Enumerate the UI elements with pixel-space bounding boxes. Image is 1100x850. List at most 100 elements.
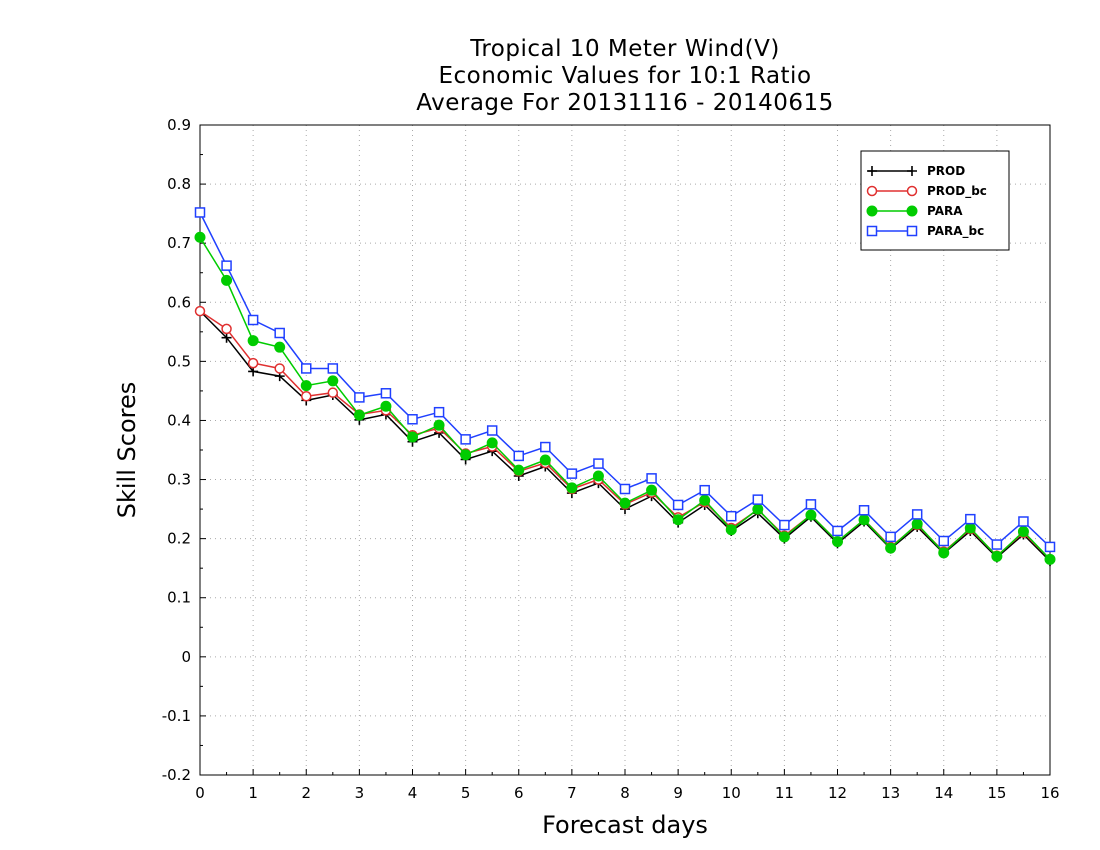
data-point-para-bc bbox=[354, 392, 365, 403]
data-point-para bbox=[513, 464, 525, 476]
data-point-para bbox=[221, 274, 233, 286]
data-point-para-bc bbox=[805, 499, 817, 510]
data-point-para-bc bbox=[486, 425, 498, 436]
data-point-para bbox=[327, 375, 339, 387]
x-tick-label: 1 bbox=[248, 784, 258, 802]
data-point-para-bc bbox=[301, 363, 312, 374]
y-tick-label: 0.6 bbox=[167, 293, 191, 311]
series-para bbox=[194, 231, 1056, 565]
legend: PROD PROD_bc PARA PARA_bc bbox=[860, 150, 1010, 251]
legend-marker-prod bbox=[907, 166, 917, 176]
data-point-para bbox=[486, 437, 498, 449]
data-point-para-bc bbox=[699, 484, 710, 496]
x-tick-label: 13 bbox=[881, 784, 900, 802]
data-point-para-bc bbox=[407, 414, 418, 425]
data-point-para-bc bbox=[513, 450, 524, 462]
data-point-para bbox=[752, 503, 764, 515]
data-point-para-bc bbox=[726, 510, 737, 522]
x-tick-label: 12 bbox=[828, 784, 847, 802]
legend-marker-para bbox=[866, 205, 878, 217]
data-point-para bbox=[1017, 526, 1029, 538]
y-tick-label: -0.2 bbox=[162, 766, 191, 784]
grid bbox=[200, 125, 1050, 775]
legend-marker-para-bc bbox=[866, 225, 878, 237]
legend-marker-prod-bc bbox=[906, 185, 918, 197]
data-point-prod-bc bbox=[247, 357, 259, 369]
data-point-para bbox=[539, 454, 551, 466]
data-point-para-bc bbox=[540, 441, 551, 453]
data-point-para-bc bbox=[646, 473, 657, 484]
x-tick-label: 3 bbox=[355, 784, 365, 802]
x-tick-label: 16 bbox=[1040, 784, 1059, 802]
chart-title-line-2: Economic Values for 10:1 Ratio bbox=[438, 63, 812, 89]
data-point-para-bc bbox=[965, 513, 976, 525]
data-point-para bbox=[619, 497, 631, 509]
data-point-para-bc bbox=[938, 535, 949, 547]
axis-ticks: 0 1 2 3 4 5 6 7 8 9 10 11 12 13 14 15 16-0.2-0.100.10.20… bbox=[162, 116, 1060, 802]
data-point-para-bc bbox=[885, 531, 896, 543]
data-point-para bbox=[725, 524, 737, 536]
data-point-para-bc bbox=[194, 207, 206, 218]
x-tick-label: 6 bbox=[514, 784, 524, 802]
data-point-para bbox=[194, 231, 206, 243]
y-tick-label: 0.4 bbox=[167, 411, 191, 429]
data-point-para bbox=[300, 380, 312, 392]
y-tick-label: 0 bbox=[181, 648, 191, 666]
legend-marker-para bbox=[906, 205, 918, 217]
data-point-para bbox=[646, 484, 658, 496]
legend-marker-prod-bc bbox=[866, 185, 878, 197]
data-point-para-bc bbox=[911, 509, 923, 520]
data-point-prod-bc bbox=[221, 323, 232, 335]
y-tick-label: 0.1 bbox=[167, 589, 191, 607]
legend-label-prod: PROD bbox=[927, 164, 965, 178]
data-point-para-bc bbox=[1044, 541, 1056, 553]
y-axis-label: Skill Scores bbox=[113, 382, 141, 519]
legend-marker-prod bbox=[867, 166, 877, 176]
x-tick-label: 8 bbox=[620, 784, 630, 802]
data-point-para-bc bbox=[566, 468, 578, 479]
data-point-para-bc bbox=[991, 539, 1003, 550]
x-tick-label: 11 bbox=[775, 784, 794, 802]
data-point-para bbox=[832, 536, 843, 548]
data-point-para-bc bbox=[779, 519, 790, 531]
y-tick-label: 0.9 bbox=[167, 116, 191, 134]
legend-box bbox=[860, 150, 1010, 251]
data-point-para-bc bbox=[221, 260, 232, 271]
data-point-para bbox=[991, 550, 1003, 562]
data-point-para bbox=[247, 335, 259, 347]
chart-title-line-1: Tropical 10 Meter Wind(V) bbox=[470, 36, 780, 62]
data-point-para bbox=[699, 494, 711, 506]
data-point-para-bc bbox=[672, 499, 684, 511]
data-point-para-bc bbox=[752, 494, 764, 505]
data-point-para-bc bbox=[593, 458, 604, 469]
data-point-para-bc bbox=[1018, 516, 1029, 527]
data-point-para bbox=[885, 542, 897, 554]
data-point-para bbox=[566, 482, 578, 494]
data-point-para-bc bbox=[858, 505, 870, 516]
x-axis-label: Forecast days bbox=[542, 811, 708, 839]
chart-title-line-3: Average For 20131116 - 20140615 bbox=[416, 90, 834, 116]
x-tick-label: 9 bbox=[673, 784, 683, 802]
legend-label-para: PARA bbox=[927, 204, 963, 218]
x-tick-label: 10 bbox=[722, 784, 741, 802]
legend-marker-para-bc bbox=[906, 225, 918, 237]
data-point-prod bbox=[221, 332, 232, 343]
y-tick-label: 0.8 bbox=[167, 175, 191, 193]
legend-label-prod-bc: PROD_bc bbox=[927, 184, 987, 199]
data-point-para bbox=[1044, 553, 1056, 565]
x-tick-label: 5 bbox=[461, 784, 471, 802]
data-point-para bbox=[964, 522, 976, 534]
data-point-para bbox=[911, 518, 923, 530]
data-point-para-bc bbox=[247, 314, 259, 326]
data-point-para bbox=[592, 470, 604, 482]
x-tick-label: 2 bbox=[301, 784, 311, 802]
y-tick-label: 0.7 bbox=[167, 234, 191, 252]
series-group bbox=[194, 207, 1056, 567]
legend-label-para-bc: PARA_bc bbox=[927, 224, 984, 239]
x-tick-label: 14 bbox=[934, 784, 953, 802]
data-point-para bbox=[380, 400, 392, 412]
data-point-para-bc bbox=[274, 327, 285, 339]
x-tick-label: 4 bbox=[408, 784, 418, 802]
data-point-para bbox=[805, 509, 817, 521]
